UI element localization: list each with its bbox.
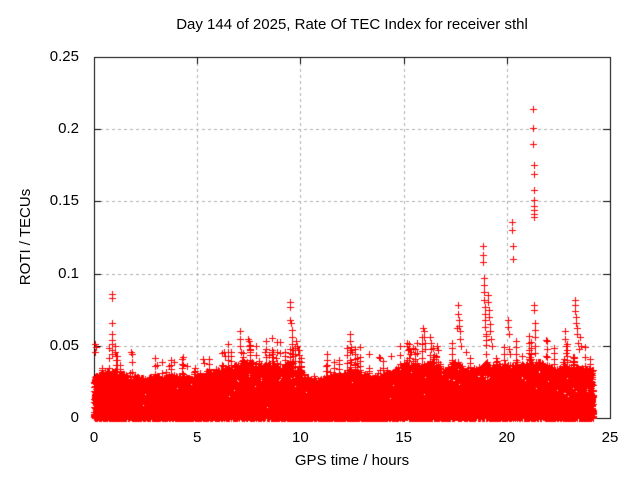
x-tick-label: 10: [292, 429, 309, 446]
y-tick-label: 0.05: [49, 336, 79, 354]
x-axis-label: GPS time / hours: [294, 452, 410, 469]
x-tick-label: 15: [395, 429, 412, 446]
chart-title: Day 144 of 2025, Rate Of TEC Index for r…: [176, 16, 528, 33]
x-tick-label: 25: [601, 429, 619, 446]
y-tick-label: 0.1: [58, 264, 79, 282]
y-tick-label: 0.15: [49, 192, 79, 210]
y-tick-label: 0.25: [49, 48, 79, 65]
y-axis-label: ROTI / TECUs: [17, 188, 34, 286]
x-tick-label: 20: [498, 429, 516, 446]
x-tick-label: 0: [89, 429, 99, 446]
y-tick-label: 0.2: [58, 120, 79, 138]
y-tick-label: 0: [70, 409, 79, 426]
x-tick-label: 5: [193, 429, 202, 446]
